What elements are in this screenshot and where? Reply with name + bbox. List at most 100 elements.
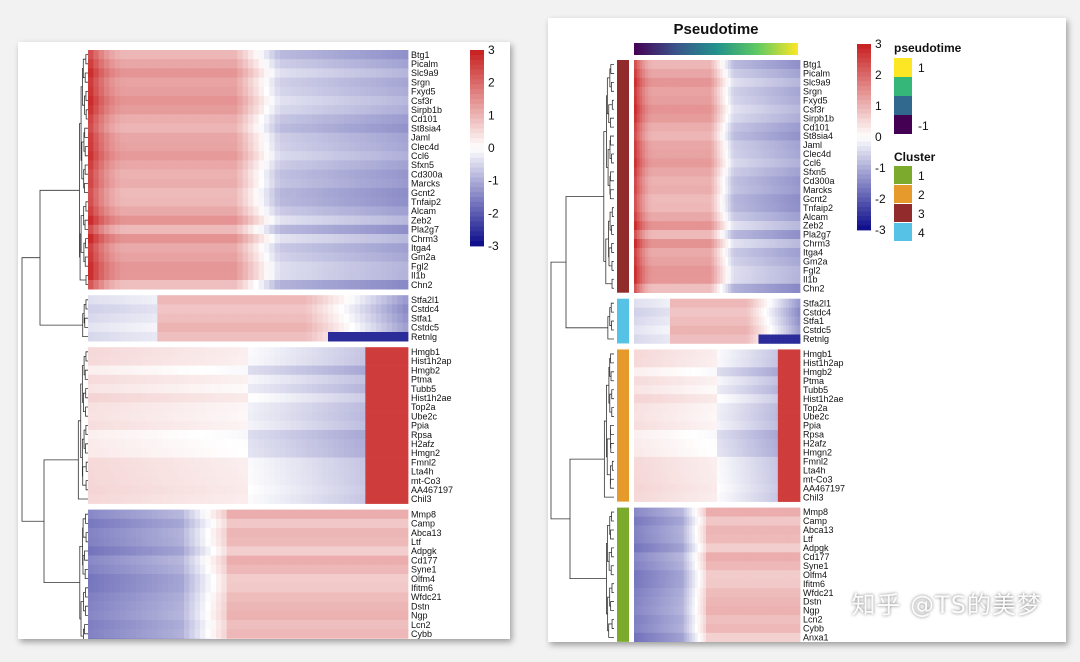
heatmap-cell xyxy=(184,234,190,244)
heatmap-cell xyxy=(683,203,687,213)
heatmap-cell xyxy=(647,194,651,204)
heatmap-cell xyxy=(269,420,276,431)
heatmap-cell xyxy=(717,60,721,70)
heatmap-cell xyxy=(162,215,169,226)
heatmap-cell xyxy=(98,261,105,272)
heatmap-cell xyxy=(242,620,249,630)
heatmap-cell xyxy=(360,610,366,621)
heatmap-cell xyxy=(349,457,356,468)
heatmap-cell xyxy=(317,142,324,152)
heatmap-cell xyxy=(360,629,366,639)
heatmap-cell xyxy=(719,158,723,168)
heatmap-cell xyxy=(708,68,712,79)
heatmap-cell xyxy=(205,347,212,357)
heatmap-cell xyxy=(386,430,393,440)
heatmap-cell xyxy=(794,86,798,97)
heatmap-cell xyxy=(173,224,180,235)
heatmap-cell xyxy=(689,176,693,186)
heatmap-cell xyxy=(242,59,249,69)
heatmap-cell xyxy=(328,420,334,431)
heatmap-cell xyxy=(184,365,190,376)
heatmap-cell xyxy=(232,574,238,584)
heatmap-cell xyxy=(306,197,313,207)
heatmap-cell xyxy=(232,68,238,78)
heatmap-cell xyxy=(354,448,361,458)
heatmap-cell xyxy=(157,169,164,180)
heatmap-cell xyxy=(237,509,244,520)
colorbar-segment xyxy=(470,143,484,149)
heatmap-cell xyxy=(178,537,185,547)
heatmap-cell xyxy=(269,178,276,189)
heatmap-cell xyxy=(392,466,398,477)
heatmap-cell xyxy=(248,494,254,504)
heatmap-cell xyxy=(697,77,701,88)
heatmap-cell xyxy=(130,537,137,547)
heatmap-cell xyxy=(120,114,126,124)
heatmap-cell xyxy=(205,197,212,207)
heatmap-cell xyxy=(683,158,687,168)
heatmap-cell xyxy=(741,122,746,132)
heatmap-cell xyxy=(242,234,249,244)
heatmap-cell xyxy=(675,203,679,213)
heatmap-cell xyxy=(264,132,270,143)
dendrogram-branch xyxy=(84,569,88,579)
heatmap-cell xyxy=(242,494,249,504)
heatmap-cell xyxy=(301,546,308,556)
heatmap-cell xyxy=(130,206,137,216)
heatmap-cell xyxy=(717,104,721,114)
heatmap-cell xyxy=(237,583,244,593)
heatmap-cell xyxy=(285,188,292,198)
heatmap-cell xyxy=(376,50,382,60)
heatmap-cell xyxy=(205,123,212,134)
heatmap-cell xyxy=(130,494,137,504)
heatmap-cell xyxy=(658,185,663,195)
heatmap-cell xyxy=(650,185,654,195)
heatmap-cell xyxy=(248,322,254,333)
gene-label: AA467197 xyxy=(411,485,453,495)
heatmap-cell xyxy=(274,356,281,366)
heatmap-cell xyxy=(386,546,393,556)
heatmap-cell xyxy=(344,564,350,575)
heatmap-cell xyxy=(780,194,784,204)
heatmap-cell xyxy=(226,197,233,207)
heatmap-cell xyxy=(761,122,765,132)
heatmap-cell xyxy=(783,149,787,159)
heatmap-cell xyxy=(88,197,94,207)
colorbar-segment xyxy=(470,182,484,188)
heatmap-cell xyxy=(730,185,734,195)
heatmap-cell xyxy=(136,494,142,504)
heatmap-cell xyxy=(354,178,361,189)
heatmap-cell xyxy=(120,601,126,612)
heatmap-cell xyxy=(194,114,201,124)
heatmap-cell xyxy=(269,546,276,556)
heatmap-cell xyxy=(157,476,164,486)
heatmap-cell xyxy=(253,430,260,440)
heatmap-cell xyxy=(370,123,377,134)
heatmap-cell xyxy=(88,295,94,305)
heatmap-cell xyxy=(104,494,110,504)
heatmap-cell xyxy=(232,402,238,412)
heatmap-cell xyxy=(705,113,710,123)
heatmap-cell xyxy=(285,411,292,422)
heatmap-cell xyxy=(681,113,685,123)
heatmap-cell xyxy=(258,243,265,253)
heatmap-cell xyxy=(386,347,393,357)
heatmap-cell xyxy=(264,295,270,305)
heatmap-cell xyxy=(141,142,148,152)
heatmap-cell xyxy=(290,59,297,69)
heatmap-cell xyxy=(296,494,302,504)
heatmap-cell xyxy=(168,105,174,115)
heatmap-cell xyxy=(146,638,153,639)
heatmap-cell xyxy=(402,178,409,189)
heatmap-cell xyxy=(248,509,254,520)
heatmap-cell xyxy=(700,68,704,79)
heatmap-cell xyxy=(703,60,707,70)
heatmap-cell xyxy=(114,583,121,593)
heatmap-cell xyxy=(226,494,233,504)
heatmap-cell xyxy=(226,448,233,458)
heatmap-cell xyxy=(333,574,340,584)
heatmap-cell xyxy=(280,384,286,394)
heatmap-cell xyxy=(344,224,350,235)
heatmap-cell xyxy=(130,68,137,78)
heatmap-cell xyxy=(775,113,779,123)
